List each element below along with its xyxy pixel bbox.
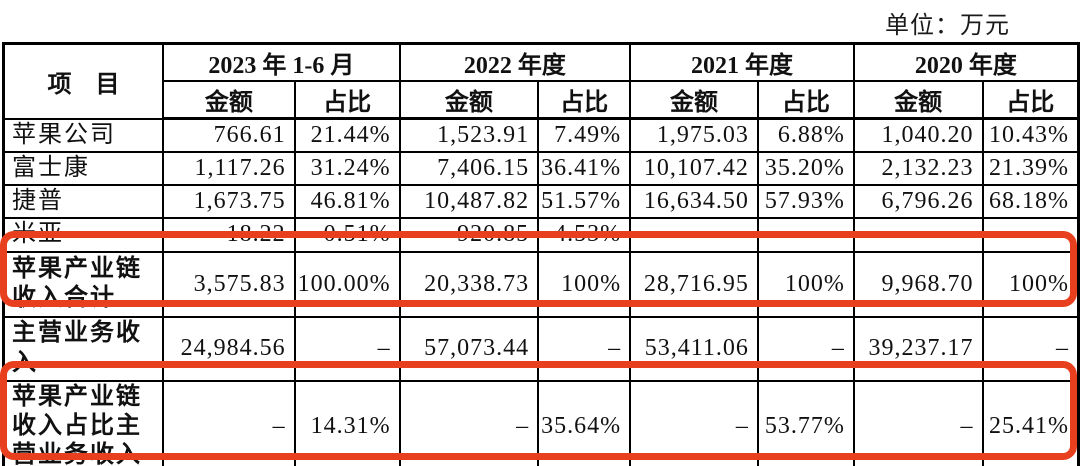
- cell: 68.18%: [981, 184, 1080, 220]
- col-group-2021: 2021 年度: [629, 42, 855, 82]
- cell: –: [629, 217, 759, 253]
- cell: 1,673.75: [162, 184, 296, 220]
- subheader-amount: 金额: [629, 80, 759, 120]
- cell: 53,411.06: [629, 315, 759, 382]
- cell: –: [756, 315, 855, 382]
- table-row-apple: 苹果公司 766.61 21.44% 1,523.91 7.49% 1,975.…: [2, 117, 1080, 153]
- cell: 1,523.91: [398, 117, 540, 153]
- cell: –: [629, 379, 759, 466]
- subheader-amount: 金额: [162, 80, 296, 120]
- cell: 21.39%: [981, 150, 1080, 187]
- cell: 4.53%: [537, 217, 632, 253]
- cell: 100%: [537, 250, 632, 318]
- cell: 100%: [756, 250, 855, 318]
- cell: –: [756, 217, 855, 253]
- cell: 14.31%: [293, 379, 401, 466]
- cell: 3,575.83: [162, 250, 296, 318]
- cell: –: [398, 379, 540, 466]
- cell: –: [162, 379, 296, 466]
- cell: 6.88%: [756, 117, 855, 153]
- cell: 920.85: [398, 217, 540, 253]
- cell: 9,968.70: [852, 250, 984, 318]
- table-row-apple-chain-total: 苹果产业链收入合计 3,575.83 100.00% 20,338.73 100…: [2, 250, 1080, 318]
- cell: 25.41%: [981, 379, 1080, 466]
- cell: –: [981, 217, 1080, 253]
- subheader-ratio: 占比: [981, 80, 1080, 120]
- row-label: 富士康: [2, 150, 164, 187]
- cell: 36.41%: [537, 150, 632, 187]
- cell: –: [537, 315, 632, 382]
- cell: 35.20%: [756, 150, 855, 187]
- cell: 1,117.26: [162, 150, 296, 187]
- subheader-ratio: 占比: [756, 80, 855, 120]
- cell: 1,040.20: [852, 117, 984, 153]
- cell: 51.57%: [537, 184, 632, 220]
- apple-chain-revenue-table: 项 目 2023 年 1-6 月 2022 年度 2021 年度 2020 年度…: [2, 42, 1080, 466]
- cell: 31.24%: [293, 150, 401, 187]
- col-group-2020: 2020 年度: [852, 42, 1080, 82]
- item-column-header: 项 目: [2, 42, 164, 120]
- col-group-2022: 2022 年度: [398, 42, 632, 82]
- cell: 10,107.42: [629, 150, 759, 187]
- subheader-amount: 金额: [398, 80, 540, 120]
- cell: 46.81%: [293, 184, 401, 220]
- cell: 16,634.50: [629, 184, 759, 220]
- table-row-chain-ratio-of-main-revenue: 苹果产业链收入占比主营业务收入 – 14.31% – 35.64% – 53.7…: [2, 379, 1080, 466]
- cell: –: [852, 217, 984, 253]
- cell: –: [981, 315, 1080, 382]
- cell: 1,975.03: [629, 117, 759, 153]
- table-row-foxconn: 富士康 1,117.26 31.24% 7,406.15 36.41% 10,1…: [2, 150, 1080, 187]
- cell: 7,406.15: [398, 150, 540, 187]
- cell: 100%: [981, 250, 1080, 318]
- cell: 10,487.82: [398, 184, 540, 220]
- cell: 7.49%: [537, 117, 632, 153]
- cell: 53.77%: [756, 379, 855, 466]
- row-label: 苹果产业链收入占比主营业务收入: [2, 379, 164, 466]
- cell: –: [293, 315, 401, 382]
- row-label: 捷普: [2, 184, 164, 220]
- cell: 10.43%: [981, 117, 1080, 153]
- cell: 35.64%: [537, 379, 632, 466]
- cell: 100.00%: [293, 250, 401, 318]
- cell: 18.22: [162, 217, 296, 253]
- cell: 24,984.56: [162, 315, 296, 382]
- table-row-jabil: 捷普 1,673.75 46.81% 10,487.82 51.57% 16,6…: [2, 184, 1080, 220]
- cell: –: [852, 379, 984, 466]
- cell: 2,132.23: [852, 150, 984, 187]
- subheader-ratio: 占比: [293, 80, 401, 120]
- cell: 20,338.73: [398, 250, 540, 318]
- cell: 39,237.17: [852, 315, 984, 382]
- col-group-2023h1: 2023 年 1-6 月: [162, 42, 401, 82]
- subheader-amount: 金额: [852, 80, 984, 120]
- row-label: 米亚: [2, 217, 164, 253]
- row-label: 苹果产业链收入合计: [2, 250, 164, 318]
- cell: 57,073.44: [398, 315, 540, 382]
- row-label: 主营业务收入: [2, 315, 164, 382]
- cell: 6,796.26: [852, 184, 984, 220]
- row-label: 苹果公司: [2, 117, 164, 153]
- subheader-ratio: 占比: [537, 80, 632, 120]
- table-row-miya: 米亚 18.22 0.51% 920.85 4.53% – – – –: [2, 217, 1080, 253]
- table-row-main-business-revenue: 主营业务收入 24,984.56 – 57,073.44 – 53,411.06…: [2, 315, 1080, 382]
- cell: 57.93%: [756, 184, 855, 220]
- unit-label: 单位：万元: [885, 13, 1010, 39]
- cell: 21.44%: [293, 117, 401, 153]
- cell: 766.61: [162, 117, 296, 153]
- cell: 0.51%: [293, 217, 401, 253]
- cell: 28,716.95: [629, 250, 759, 318]
